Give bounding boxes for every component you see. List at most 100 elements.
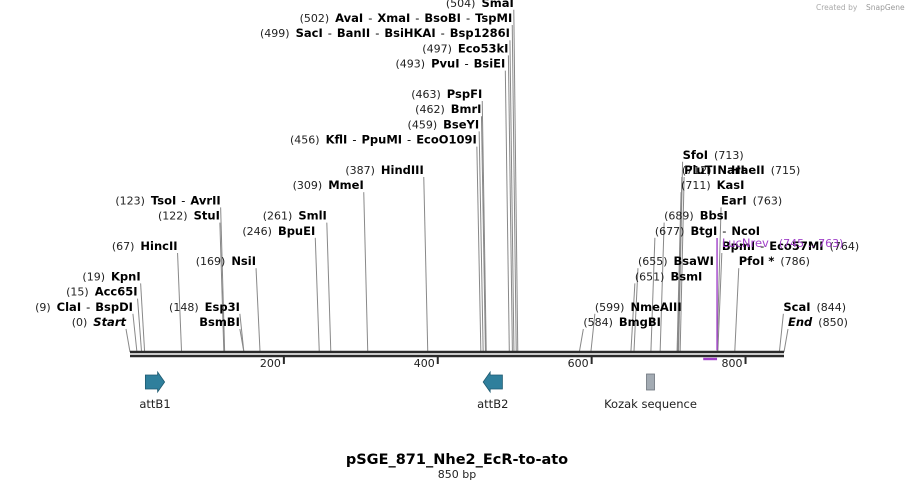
site-label-smli-261[interactable]: (261) SmlI <box>263 209 327 223</box>
site-label-bpuei-246[interactable]: (246) BpuEI <box>242 224 315 238</box>
primer-lucnrev-label[interactable]: LucNrev (745 .. 763) <box>722 236 843 250</box>
site-label-sfoi-713[interactable]: SfoI (713) <box>683 148 744 162</box>
site-label-bsmbi-148[interactable]: BsmBI <box>199 315 240 329</box>
site-label-nari-712[interactable]: (712) NarI <box>682 163 745 177</box>
site-line-nmeaiii-599 <box>590 313 596 353</box>
site-line-esp3i-148 <box>239 313 245 353</box>
site-separator: - <box>407 133 411 147</box>
site-line-btgi-677 <box>650 237 656 353</box>
enzyme-name: ClaI <box>57 300 81 314</box>
site-label-bmri-462[interactable]: (462) BmrI <box>415 102 481 116</box>
site-separator: - <box>464 57 468 71</box>
enzyme-name: PfoI * <box>739 254 775 268</box>
enzyme-name: PpuMI <box>361 133 402 147</box>
feature-attb2-arrow[interactable] <box>482 370 503 394</box>
site-position: (712) <box>682 164 712 177</box>
site-label-btgi-677[interactable]: (677) BtgI - NcoI <box>655 224 760 238</box>
enzyme-name: Acc65I <box>95 285 138 299</box>
site-line-acc65i-15 <box>137 298 143 353</box>
site-position: (713) <box>714 149 744 162</box>
site-position: (850) <box>818 316 848 329</box>
site-label-kpni-19[interactable]: (19) KpnI <box>82 269 140 283</box>
site-label-kasi-711[interactable]: (711) KasI <box>681 178 744 192</box>
site-separator: - <box>415 11 419 25</box>
site-label-bpmi-764[interactable]: BpmI - Eco57MI (764) <box>722 239 859 253</box>
site-position: (456) <box>290 134 320 147</box>
site-label-eari-763[interactable]: EarI (763) <box>721 193 782 207</box>
site-label-hindiii-387[interactable]: (387) HindIII <box>345 163 423 177</box>
site-position: (148) <box>169 301 199 314</box>
site-label-nmeaiii-599[interactable]: (599) NmeAIII <box>595 300 682 314</box>
site-label-stui-122[interactable]: (122) StuI <box>158 209 220 223</box>
site-label-avai-502[interactable]: (502) AvaI - XmaI - BsoBI - TspMI <box>300 11 513 25</box>
enzyme-name: AvaI <box>335 11 363 25</box>
enzyme-name: Esp3I <box>205 300 240 314</box>
site-position: (19) <box>82 270 105 283</box>
enzyme-name: HindIII <box>381 163 424 177</box>
enzyme-name: SacI <box>296 26 323 40</box>
site-position: (499) <box>260 27 290 40</box>
enzyme-name: NsiI <box>231 254 256 268</box>
site-line-nsii-169 <box>255 268 261 353</box>
site-label-mmei-309[interactable]: (309) MmeI <box>293 178 364 192</box>
site-position: (711) <box>681 179 711 192</box>
site-label-eco53ki-497[interactable]: (497) Eco53kI <box>422 41 508 55</box>
site-position: (67) <box>112 240 135 253</box>
site-label-end-850[interactable]: End (850) <box>788 315 848 329</box>
site-separator: - <box>368 11 372 25</box>
site-label-scai-844[interactable]: ScaI (844) <box>783 300 846 314</box>
site-label-bsmi-651[interactable]: (651) BsmI <box>635 269 702 283</box>
site-line-bseyi-459 <box>478 131 484 353</box>
site-line-clai-9 <box>132 313 138 353</box>
site-label-start-0[interactable]: (0) Start <box>72 315 127 329</box>
feature-attb2-label: attB2 <box>477 397 508 411</box>
site-line-pluti-715 <box>679 176 685 353</box>
site-label-pvui-493[interactable]: (493) PvuI - BsiEI <box>395 57 505 71</box>
enzyme-name: BsaWI <box>674 254 714 268</box>
site-separator: - <box>328 26 332 40</box>
feature-attb1-label: attB1 <box>139 397 170 411</box>
site-label-bbsi-689[interactable]: (689) BbsI <box>664 209 728 223</box>
site-position: (599) <box>595 301 625 314</box>
site-position: (763) <box>753 194 783 207</box>
site-position: (169) <box>196 255 226 268</box>
enzyme-name: BbsI <box>700 209 728 223</box>
site-label-acc65i-15[interactable]: (15) Acc65I <box>66 285 137 299</box>
site-label-pluti-715[interactable]: PluTI - HaeII (715) <box>684 163 800 177</box>
site-line-bbsi-689 <box>659 222 665 353</box>
site-position: (689) <box>664 210 694 223</box>
site-label-kfli-456[interactable]: (456) KflI - PpuMI - EcoO109I <box>290 133 477 147</box>
feature-attb1-arrow[interactable] <box>144 370 166 394</box>
site-position: (462) <box>415 103 445 116</box>
tick-label-600: 600 <box>568 357 589 370</box>
site-label-hincii-67[interactable]: (67) HincII <box>112 239 178 253</box>
site-label-esp3i-148[interactable]: (148) Esp3I <box>169 300 240 314</box>
site-label-clai-9[interactable]: (9) ClaI - BspDI <box>35 300 133 314</box>
enzyme-name: NarI <box>717 163 744 177</box>
site-label-pspfi-463[interactable]: (463) PspFI <box>411 87 482 101</box>
features: attB1 attB2 Kozak sequence <box>139 370 697 411</box>
enzyme-name: HaeII <box>731 163 765 177</box>
feature-kozak-sequence-box[interactable] <box>646 373 655 391</box>
feature-kozak-sequence-label: Kozak sequence <box>604 397 697 411</box>
site-label-saci-499[interactable]: (499) SacI - BanII - BsiHKAI - Bsp1286I <box>260 26 510 40</box>
site-label-bsawi-655[interactable]: (655) BsaWI <box>638 254 714 268</box>
site-label-tsoi-123[interactable]: (123) TsoI - AvrII <box>115 193 220 207</box>
site-separator: - <box>375 26 379 40</box>
site-label-bseyi-459[interactable]: (459) BseYI <box>408 117 480 131</box>
site-position: (493) <box>395 58 425 71</box>
site-line-stui-122 <box>219 222 225 353</box>
site-line-scai-844 <box>778 313 784 353</box>
site-line-avai-502 <box>511 24 517 353</box>
site-label-smai-504[interactable]: (504) SmaI <box>446 0 514 10</box>
site-separator: - <box>441 26 445 40</box>
site-position: (502) <box>300 12 330 25</box>
site-line-tsoi-123 <box>220 207 226 353</box>
site-line-smai-504 <box>513 9 519 353</box>
plasmid-length: 850 bp <box>438 468 476 481</box>
site-line-hincii-67 <box>177 252 183 353</box>
enzyme-name: BmgBI <box>619 315 661 329</box>
site-label-pfoi-786[interactable]: PfoI * (786) <box>739 254 810 268</box>
site-label-bmgbi-584[interactable]: (584) BmgBI <box>583 315 661 329</box>
site-label-nsii-169[interactable]: (169) NsiI <box>196 254 256 268</box>
